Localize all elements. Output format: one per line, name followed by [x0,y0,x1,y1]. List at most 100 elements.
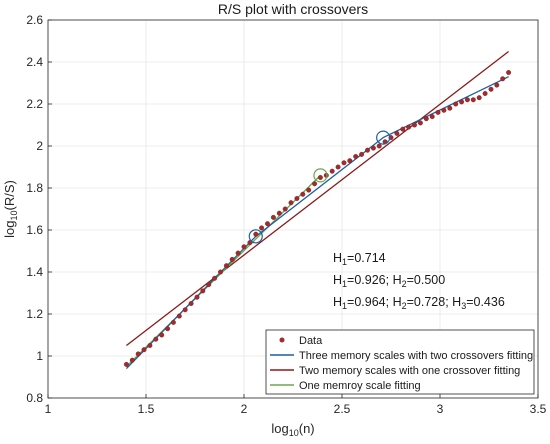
annot-value: =0.714 [347,251,386,265]
annot-subscript: 1 [342,257,347,267]
data-point [188,301,194,306]
data-point [312,181,318,187]
data-point [218,269,223,275]
data-point [123,361,129,367]
x-tick-label: 3.5 [530,402,547,416]
data-point [370,145,376,151]
crossover-marker [248,229,263,244]
data-point [412,122,417,128]
data-point [353,154,359,159]
annot-subscript: 2 [402,279,407,289]
axis-ticks: 1 1.5 2 2.5 3 3.50.811.21.41.61.822.22.42.6 [26,13,546,416]
data-point [253,231,259,237]
annot-value: =0.436 [466,295,505,309]
chart-title: R/S plot with crossovers [218,1,368,17]
data-point [229,256,235,262]
data-point [506,70,512,75]
y-tick-label: 1.2 [26,307,43,321]
legend-label-3: One memroy scale fitting [299,380,421,392]
data-point [317,175,323,180]
annot-value: =0.926; [347,273,393,287]
data-point [359,151,365,157]
data-point [200,288,206,294]
y-axis-title: log10(R/S) [2,180,19,238]
data-point [141,347,147,353]
annot-value: =0.964; [347,295,393,309]
data-point [329,168,335,174]
y-tick-label: 2.6 [26,13,43,27]
data-point [441,107,447,113]
data-point [435,109,441,115]
crossover-markers [248,130,391,244]
x-axis-title-arg: (n) [299,421,315,436]
data-point [135,351,141,357]
data-point [235,250,241,256]
data-point [482,91,488,96]
data-point [223,263,229,269]
data-point [176,313,182,319]
data-point [182,307,188,313]
annot-subscript: 1 [342,301,347,311]
data-point [241,244,247,250]
annot-subscript: 3 [461,301,466,311]
data-point [294,196,300,201]
series-line-2 [126,50,509,347]
y-tick-label: 1 [36,349,43,363]
hurst-annotation-line: H1=0.964; H2=0.728; H3=0.436 [333,295,505,311]
data-point [194,294,200,300]
data-point [394,130,400,136]
data-point [335,164,341,170]
data-point [276,210,282,216]
data-point [282,206,288,212]
plot-frame [47,19,539,399]
annot-value: =0.500 [407,273,446,287]
x-axis-title-base: log [271,421,288,436]
y-axis-title-base: log [2,221,17,238]
annot-symbol: H [333,251,342,265]
y-axis-title-arg: (R/S) [2,180,17,210]
legend-label-2: Two memory scales with one crossover fit… [299,365,520,377]
data-point [212,275,218,281]
data-point [400,126,406,132]
data-point [300,191,306,197]
crossover-marker [376,130,391,145]
y-tick-label: 2 [36,139,43,153]
x-tick-label: 1 [45,402,52,416]
legend-label-1: Three memory scales with two crossovers … [299,350,533,362]
y-tick-label: 2.4 [26,55,43,69]
data-point [447,105,453,111]
x-axis-title: log10(n) [271,421,314,438]
data-point [365,147,370,153]
data-point [265,221,270,227]
data-point [165,326,171,332]
data-point [417,120,423,126]
data-point [170,319,176,325]
x-axis-title-sub: 10 [289,428,299,438]
annot-symbol: H [333,295,342,309]
hurst-annotation-line: H1=0.714 [333,251,386,267]
y-tick-label: 1.6 [26,223,43,237]
data-point [459,99,465,105]
data-point [288,200,294,206]
x-tick-label: 2 [241,402,248,416]
data-point [500,76,506,82]
x-tick-label: 3 [437,402,444,416]
annot-symbol: H [333,273,342,287]
data-point [159,332,165,338]
annot-symbol: H [452,295,461,309]
data-point [306,187,312,193]
data-point [470,97,476,103]
annot-symbol: H [393,273,402,287]
annot-symbol: H [393,295,402,309]
y-tick-label: 0.8 [26,391,43,405]
legend-label-0: Data [299,335,323,347]
data-point [423,116,429,122]
data-point [270,214,276,220]
annot-value: =0.728; [407,295,453,309]
y-tick-label: 2.2 [26,97,43,111]
legend-box [265,329,535,395]
data-point [347,158,353,164]
data-point [147,343,153,348]
